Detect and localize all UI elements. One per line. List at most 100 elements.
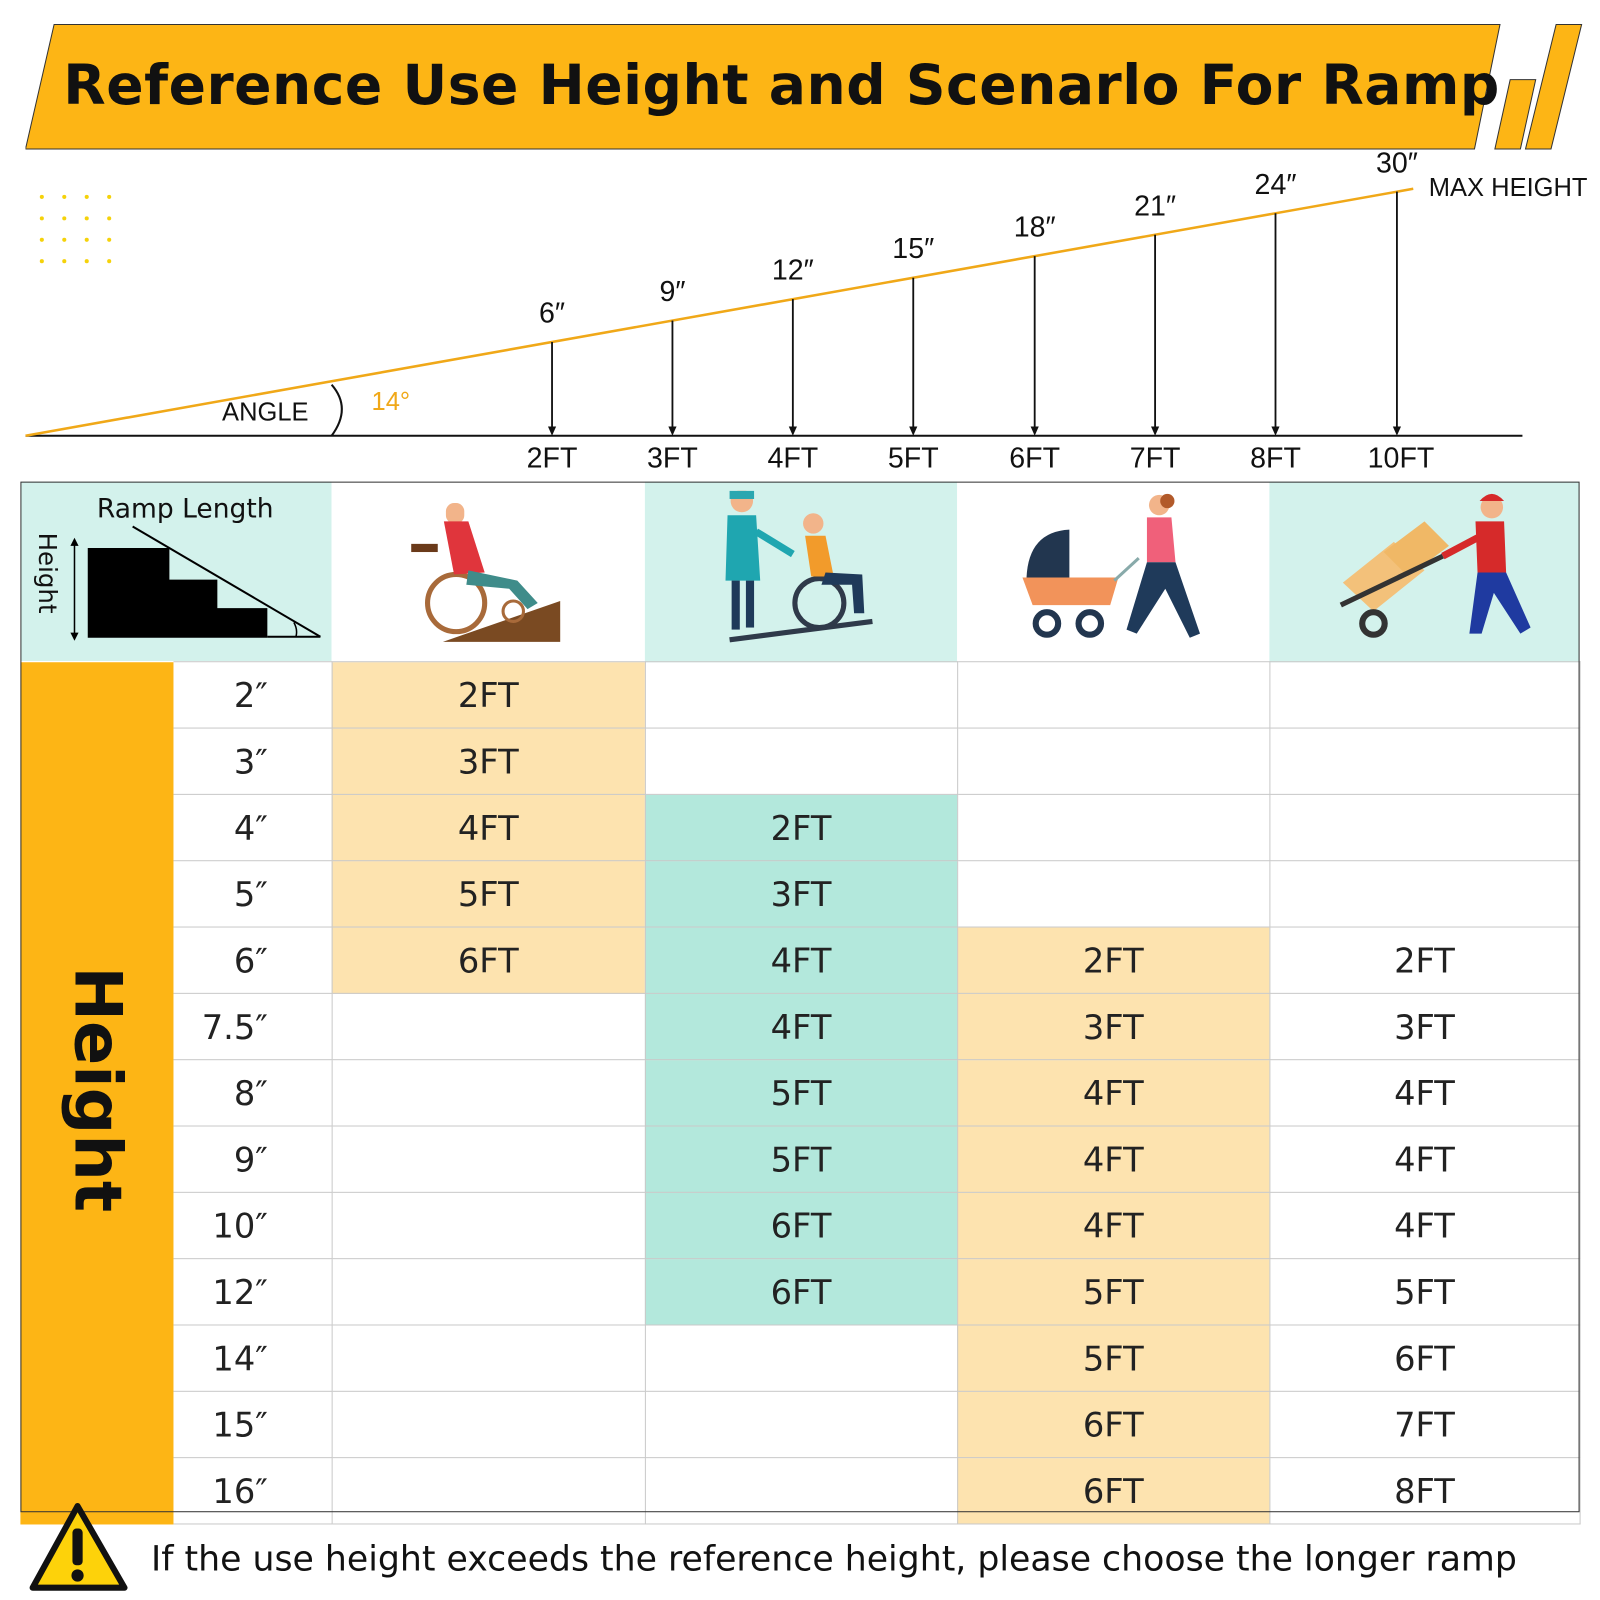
ramp-length-cell bbox=[331, 1191, 646, 1260]
arrow-head bbox=[1030, 426, 1039, 436]
ramp-length-cell: 4FT bbox=[644, 926, 958, 994]
ramp-length-cell bbox=[956, 727, 1270, 795]
ramp-length-cell: 5FT bbox=[644, 1125, 958, 1193]
row-height-label: 16″ bbox=[173, 1457, 333, 1525]
decor-dot bbox=[84, 237, 89, 242]
ramp-length-cell: 6FT bbox=[644, 1258, 958, 1326]
arrow-head bbox=[1271, 426, 1280, 436]
ramp-length-cell bbox=[644, 1457, 958, 1525]
ramp-length-cell: 6FT bbox=[1268, 1324, 1581, 1392]
table-row: 8″ 5FT 4FT 4FT bbox=[20, 1059, 1581, 1127]
ramp-length-label: Ramp Length bbox=[97, 493, 274, 524]
height-label: 12″ bbox=[771, 254, 814, 286]
ramp-length-cell: 6FT bbox=[956, 1390, 1270, 1459]
ramp-length-cell: 4FT bbox=[1268, 1125, 1581, 1193]
ramp-length-cell bbox=[1268, 793, 1581, 862]
table-row: 14″ 5FT 6FT bbox=[20, 1324, 1581, 1392]
ramp-length-cell bbox=[331, 1125, 646, 1193]
ramp-length-cell: 3FT bbox=[1268, 992, 1581, 1061]
stairs-ramp-legend-icon: Ramp Length Height bbox=[33, 493, 321, 641]
height-label: 21″ bbox=[1134, 189, 1177, 222]
row-height-label: 15″ bbox=[173, 1390, 333, 1459]
table-row: 12″ 6FT 5FT 5FT bbox=[20, 1258, 1581, 1326]
ramp-length-cell bbox=[956, 661, 1270, 729]
length-label: 4FT bbox=[767, 441, 819, 474]
table-row: 3″ 3FT bbox=[20, 727, 1581, 795]
table-row: 4″ 4FT 2FT bbox=[20, 793, 1581, 862]
ramp-length-cell: 3FT bbox=[644, 860, 958, 928]
row-height-label: 8″ bbox=[173, 1059, 333, 1127]
arrow-head bbox=[547, 426, 557, 436]
ramp-length-cell: 2FT bbox=[1268, 926, 1581, 994]
ramp-length-cell bbox=[1268, 860, 1581, 928]
angle-label: ANGLE bbox=[222, 397, 309, 427]
ramp-length-cell bbox=[331, 992, 646, 1061]
table-row: Height 2″ 2FT bbox=[20, 661, 1581, 1524]
ramp-length-cell bbox=[331, 1059, 646, 1127]
page-title: Reference Use Height and Scenarlo For Ra… bbox=[63, 53, 1500, 118]
ramp-length-cell: 4FT bbox=[331, 793, 646, 862]
ramp-length-cell: 8FT bbox=[1268, 1457, 1581, 1525]
ramp-length-cell: 6FT bbox=[331, 926, 646, 994]
table-header-row: Ramp Length Height bbox=[20, 481, 1580, 662]
angle-arc bbox=[330, 384, 343, 437]
decor-dot bbox=[39, 216, 44, 221]
ramp-length-cell bbox=[1268, 727, 1581, 795]
ramp-length-cell: 6FT bbox=[644, 1191, 958, 1260]
column-wheelchair-self bbox=[331, 481, 645, 662]
length-label: 6FT bbox=[1009, 441, 1061, 474]
ramp-reference-table: Ramp Length Height bbox=[20, 481, 1581, 1525]
ramp-length-cell: 5FT bbox=[956, 1258, 1270, 1326]
ramp-length-cell: 4FT bbox=[644, 992, 958, 1061]
table-row: 10″ 6FT 4FT 4FT bbox=[20, 1191, 1581, 1260]
table-row: 6″ 6FT 4FT 2FT 2FT bbox=[20, 926, 1581, 994]
row-height-label: 9″ bbox=[173, 1125, 333, 1193]
table-row: 9″ 5FT 4FT 4FT bbox=[20, 1125, 1581, 1193]
column-hand-truck bbox=[1269, 481, 1580, 662]
height-label: 24″ bbox=[1254, 168, 1297, 201]
legend-cell: Ramp Length Height bbox=[20, 481, 332, 662]
column-assisted-wheelchair bbox=[644, 481, 958, 662]
decor-dot bbox=[84, 194, 89, 199]
ramp-length-cell: 4FT bbox=[956, 1125, 1270, 1193]
arrow-head bbox=[1392, 426, 1402, 436]
ramp-length-cell: 4FT bbox=[1268, 1191, 1581, 1260]
height-label: 30″ bbox=[1375, 146, 1418, 179]
ramp-length-cell bbox=[644, 661, 958, 729]
wheelchair-self-icon bbox=[410, 503, 560, 642]
ramp-length-cell bbox=[644, 1324, 958, 1392]
warning-icon bbox=[29, 1503, 128, 1591]
title-banner bbox=[25, 23, 1583, 150]
ramp-length-cell bbox=[331, 1390, 646, 1459]
length-label: 8FT bbox=[1250, 441, 1301, 474]
table-row: 16″ 6FT 8FT bbox=[20, 1457, 1581, 1525]
row-height-label: 5″ bbox=[173, 860, 333, 928]
row-height-label: 12″ bbox=[173, 1258, 333, 1326]
arrow-head bbox=[668, 426, 677, 436]
ramp-slope-line bbox=[25, 187, 1414, 437]
height-label: 6″ bbox=[539, 297, 566, 329]
length-label: 7FT bbox=[1129, 441, 1181, 474]
ramp-length-cell: 5FT bbox=[956, 1324, 1270, 1392]
ramp-length-cell bbox=[644, 727, 958, 795]
row-height-label: 3″ bbox=[173, 727, 333, 795]
decor-dot bbox=[39, 259, 44, 264]
row-height-label: 14″ bbox=[173, 1324, 333, 1392]
ramp-length-cell bbox=[956, 793, 1270, 862]
decor-dot bbox=[62, 237, 67, 242]
table-row: 15″ 6FT 7FT bbox=[20, 1390, 1581, 1459]
table-row: 7.5″ 4FT 3FT 3FT bbox=[20, 992, 1581, 1061]
row-height-label: 6″ bbox=[173, 926, 333, 994]
height-label: 15″ bbox=[892, 232, 935, 265]
arrow-head bbox=[1151, 426, 1160, 436]
height-legend-label: Height bbox=[33, 533, 62, 614]
decor-dot bbox=[107, 216, 112, 221]
height-label: 18″ bbox=[1013, 211, 1056, 243]
ramp-length-cell bbox=[644, 1390, 958, 1459]
decor-dot bbox=[107, 194, 112, 199]
ramp-length-cell: 5FT bbox=[1268, 1258, 1581, 1326]
decor-dot bbox=[39, 237, 44, 242]
assisted-wheelchair-icon bbox=[725, 489, 873, 643]
height-label: 9″ bbox=[659, 275, 686, 308]
decor-dot bbox=[107, 259, 112, 264]
